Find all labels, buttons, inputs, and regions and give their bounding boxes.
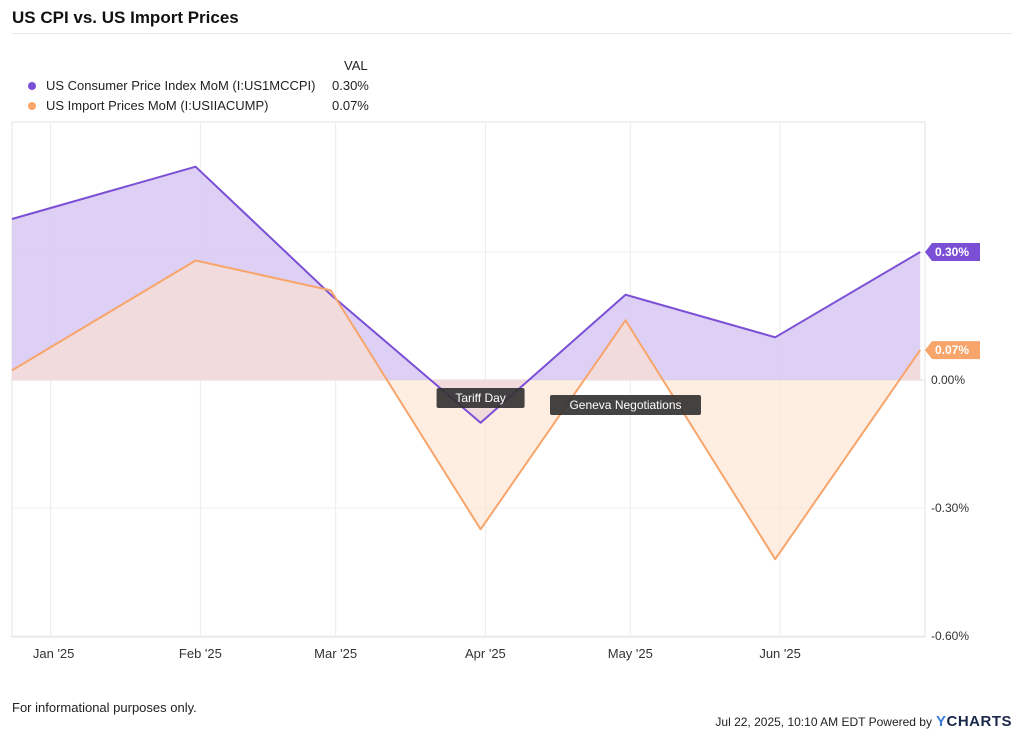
data-point-1 [329,288,333,292]
y-tick-label: -0.30% [931,501,969,515]
end-label-text: 0.30% [935,245,969,259]
legend-dot-import [28,102,36,110]
annotation-box [436,388,525,408]
annotation-text: Tariff Day [455,391,505,405]
ycharts-logo-text: CHARTS [946,713,1012,730]
x-tick-label: Feb '25 [179,646,222,661]
chart-title: US CPI vs. US Import Prices [12,8,239,27]
x-tick-label: Jan '25 [33,646,75,661]
legend-label-import: US Import Prices MoM (I:USIIACUMP) [46,98,269,113]
ycharts-logo[interactable]: YCHARTS [936,713,1012,730]
data-point-0 [194,165,198,169]
data-point-0 [479,421,483,425]
data-point-1 [10,368,14,372]
legend-value-cpi: 0.30% [332,78,369,93]
legend-value-import: 0.07% [332,98,369,113]
y-tick-label: -0.60% [931,629,969,643]
legend-label-cpi: US Consumer Price Index MoM (I:US1MCCPI) [46,78,316,93]
x-tick-label: Apr '25 [465,646,506,661]
data-point-1 [194,259,198,263]
footer-note: For informational purposes only. [12,700,197,715]
data-point-1 [918,348,922,352]
x-tick-label: Mar '25 [314,646,357,661]
title-divider [12,33,1012,34]
end-label-text: 0.07% [935,343,969,357]
end-label-1: 0.07% [925,341,980,360]
data-point-0 [623,293,627,297]
footer-credit: Jul 22, 2025, 10:10 AM EDT Powered by YC… [715,713,1012,730]
end-label-0: 0.30% [925,243,980,261]
data-point-0 [773,335,777,339]
footer-credit-text: Jul 22, 2025, 10:10 AM EDT Powered by [715,714,932,729]
annotation-0: Tariff Day [436,388,525,408]
y-tick-label: 0.00% [931,373,965,387]
legend-dot-cpi [28,82,36,90]
annotation-box [549,395,701,415]
series-line-0 [11,165,921,424]
legend: VAL US Consumer Price Index MoM (I:US1MC… [0,0,400,120]
data-point-1 [773,557,777,561]
data-point-0 [10,217,14,221]
annotation-text: Geneva Negotiations [569,398,681,412]
legend-header: VAL [344,58,368,73]
data-point-1 [479,527,483,531]
end-label-tag [925,341,980,360]
data-point-1 [623,318,627,322]
annotation-1: Geneva Negotiations [549,395,701,415]
x-tick-label: May '25 [608,646,653,661]
end-label-tag [925,243,980,261]
ycharts-logo-y: Y [935,713,947,730]
series-line-1 [11,259,922,561]
x-tick-label: Jun '25 [759,646,801,661]
data-point-0 [918,250,922,254]
